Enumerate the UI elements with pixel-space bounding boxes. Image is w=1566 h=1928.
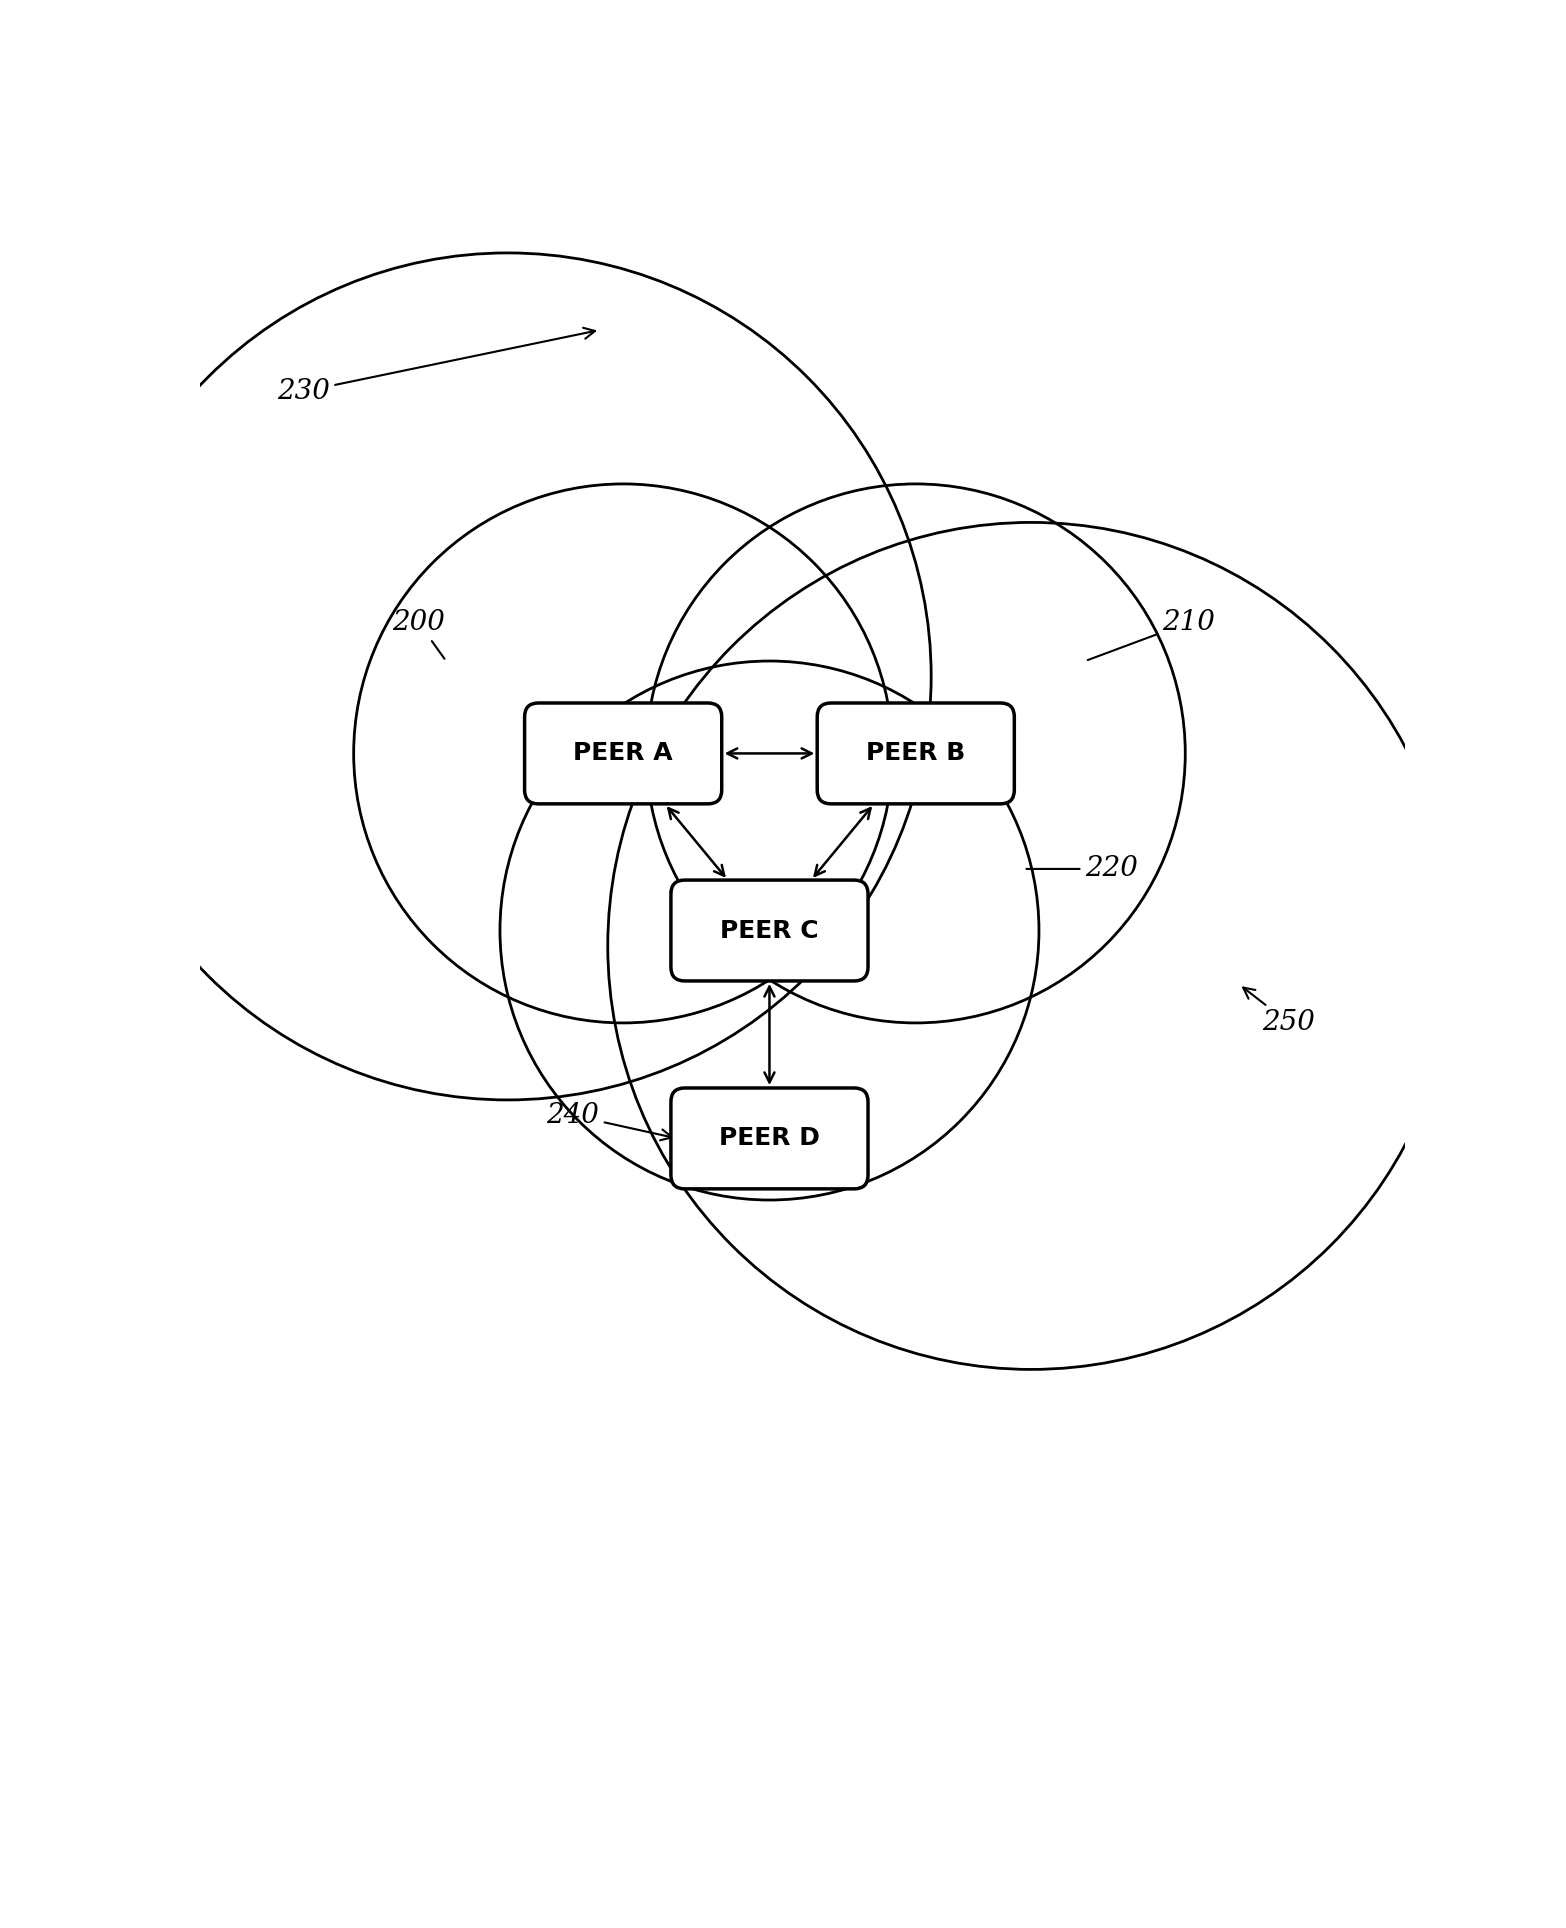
FancyBboxPatch shape (817, 704, 1015, 804)
FancyBboxPatch shape (670, 879, 868, 981)
FancyArrowPatch shape (669, 808, 723, 875)
FancyArrowPatch shape (764, 987, 775, 1082)
Text: PEER B: PEER B (866, 742, 965, 765)
Text: PEER D: PEER D (719, 1126, 821, 1151)
Text: PEER A: PEER A (573, 742, 673, 765)
Text: 220: 220 (1026, 856, 1138, 883)
FancyArrowPatch shape (727, 748, 811, 758)
Text: 200: 200 (392, 609, 445, 659)
Text: 210: 210 (1088, 609, 1215, 659)
Text: 230: 230 (277, 328, 595, 405)
Text: 240: 240 (547, 1101, 672, 1139)
FancyBboxPatch shape (670, 1087, 868, 1190)
Text: 250: 250 (1243, 987, 1315, 1037)
Text: PEER C: PEER C (720, 918, 819, 943)
FancyBboxPatch shape (525, 704, 722, 804)
FancyArrowPatch shape (814, 808, 871, 875)
